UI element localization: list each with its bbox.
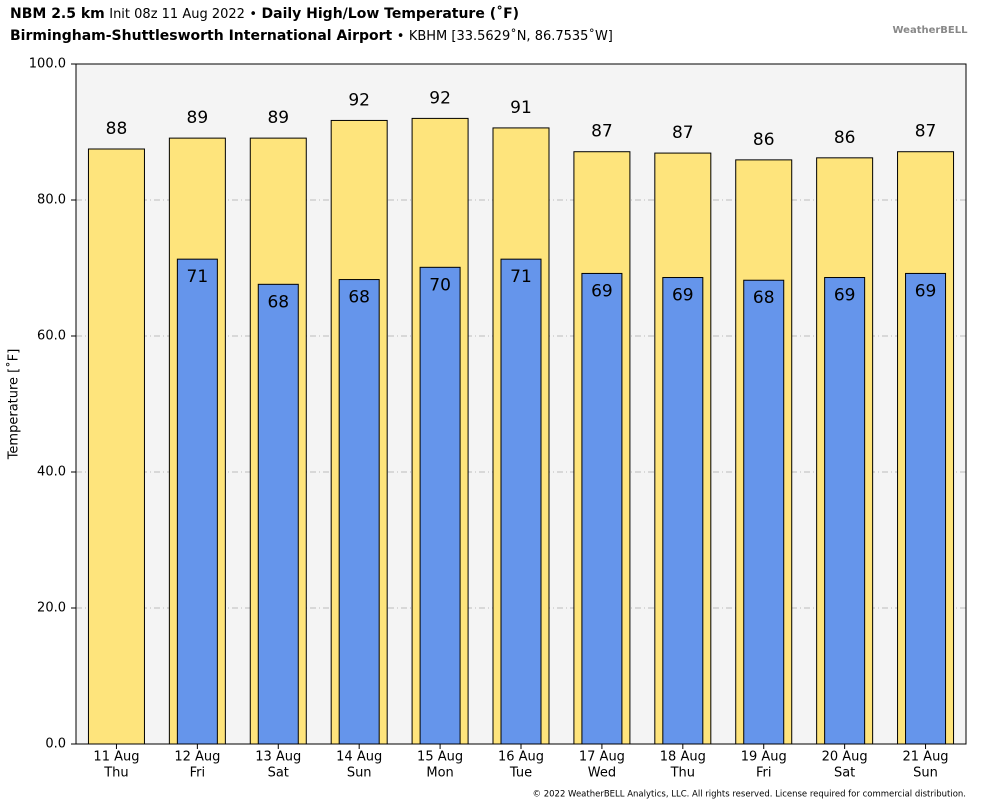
x-tick-label: 21 Aug bbox=[903, 750, 949, 765]
title-segment: • bbox=[397, 29, 405, 44]
low-bar bbox=[257, 283, 299, 745]
x-tick-label: 14 Aug bbox=[336, 750, 382, 765]
value-label: 92 bbox=[348, 90, 370, 110]
value-label: 91 bbox=[510, 98, 532, 118]
low-bar bbox=[338, 279, 380, 745]
value-label: 86 bbox=[753, 130, 775, 150]
title-segment: Birmingham-Shuttlesworth International A… bbox=[10, 28, 393, 44]
value-label: 68 bbox=[348, 288, 370, 308]
x-tick-label: Sun bbox=[913, 766, 938, 781]
y-tick-label: 60.0 bbox=[37, 329, 66, 344]
footer: © 2022 WeatherBELL Analytics, LLC. All r… bbox=[533, 790, 966, 800]
value-label: 69 bbox=[672, 286, 694, 306]
low-bar bbox=[176, 258, 218, 745]
title-segment: NBM 2.5 km bbox=[10, 6, 105, 22]
x-tick-label: Wed bbox=[588, 766, 616, 781]
x-tick-label: Sat bbox=[268, 766, 289, 781]
value-label: 86 bbox=[834, 128, 856, 148]
y-tick-label: 100.0 bbox=[29, 57, 66, 72]
title-line: Birmingham-Shuttlesworth International A… bbox=[10, 28, 613, 45]
x-tick-label: 20 Aug bbox=[822, 750, 868, 765]
x-tick-label: Fri bbox=[190, 766, 206, 781]
title-block: NBM 2.5 km Init 08z 11 Aug 2022 • Daily … bbox=[10, 5, 613, 44]
x-tick-label: Thu bbox=[670, 766, 695, 781]
x-tick-label: Sun bbox=[347, 766, 372, 781]
x-tick-label: 16 Aug bbox=[498, 750, 544, 765]
title-line: NBM 2.5 km Init 08z 11 Aug 2022 • Daily … bbox=[10, 5, 519, 22]
x-tick-label: 18 Aug bbox=[660, 750, 706, 765]
title-segment: • bbox=[249, 7, 257, 22]
value-label: 88 bbox=[106, 119, 128, 139]
value-label: 71 bbox=[510, 267, 532, 287]
y-tick-label: 80.0 bbox=[37, 193, 66, 208]
low-bar bbox=[581, 272, 623, 745]
x-tick-label: Fri bbox=[756, 766, 772, 781]
value-label: 68 bbox=[753, 288, 775, 308]
x-tick-label: Mon bbox=[426, 766, 453, 781]
high-bar bbox=[87, 148, 145, 745]
value-label: 89 bbox=[267, 108, 289, 128]
value-label: 70 bbox=[429, 275, 451, 295]
value-label: 87 bbox=[672, 123, 694, 143]
x-tick-label: 17 Aug bbox=[579, 750, 625, 765]
y-tick-label: 20.0 bbox=[37, 601, 66, 616]
low-bar bbox=[905, 272, 947, 745]
x-tick-label: Tue bbox=[509, 766, 532, 781]
logo: WeatherBELL bbox=[892, 25, 968, 36]
y-axis-label: Temperature [˚F] bbox=[6, 349, 22, 461]
low-bar bbox=[743, 279, 785, 745]
y-tick-label: 40.0 bbox=[37, 465, 66, 480]
title-segment: KBHM [33.5629˚N, 86.7535˚W] bbox=[409, 28, 613, 44]
x-tick-label: Thu bbox=[103, 766, 128, 781]
value-label: 87 bbox=[591, 122, 613, 142]
title-segment: Daily High/Low Temperature (˚F) bbox=[262, 5, 520, 22]
title-segment: Init 08z 11 Aug 2022 bbox=[109, 7, 245, 22]
low-bar bbox=[662, 277, 704, 745]
value-label: 69 bbox=[834, 286, 856, 306]
low-bar bbox=[824, 277, 866, 745]
low-bar bbox=[419, 266, 461, 745]
value-label: 69 bbox=[591, 281, 613, 301]
value-label: 68 bbox=[267, 292, 289, 312]
x-tick-label: 11 Aug bbox=[93, 750, 139, 765]
x-tick-label: 19 Aug bbox=[741, 750, 787, 765]
low-bar bbox=[500, 258, 542, 745]
value-label: 89 bbox=[187, 108, 209, 128]
x-tick-label: Sat bbox=[834, 766, 855, 781]
x-tick-label: 13 Aug bbox=[255, 750, 301, 765]
value-label: 92 bbox=[429, 88, 451, 108]
value-label: 87 bbox=[915, 122, 937, 142]
value-label: 71 bbox=[187, 267, 209, 287]
x-tick-label: 15 Aug bbox=[417, 750, 463, 765]
y-tick-label: 0.0 bbox=[45, 737, 66, 752]
value-label: 69 bbox=[915, 281, 937, 301]
x-tick-label: 12 Aug bbox=[174, 750, 220, 765]
